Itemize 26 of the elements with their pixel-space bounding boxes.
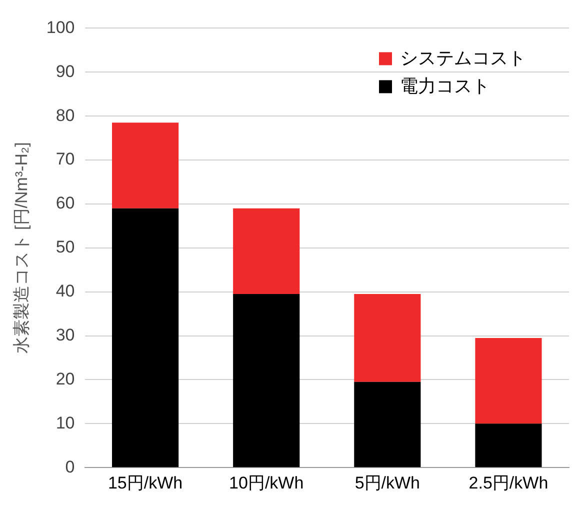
- legend-label: システムコスト: [400, 48, 526, 68]
- bar: [354, 294, 421, 382]
- bar: [233, 208, 300, 294]
- bar: [233, 294, 300, 468]
- x-tick-label: 2.5円/kWh: [468, 473, 548, 492]
- y-tick-label: 60: [56, 194, 75, 213]
- y-tick-label: 70: [56, 150, 75, 169]
- y-tick-label: 50: [56, 238, 75, 257]
- y-tick-label: 0: [65, 457, 75, 476]
- bar: [112, 122, 179, 208]
- y-tick-label: 20: [56, 369, 75, 388]
- bar: [354, 382, 421, 468]
- y-axis-title: 水素製造コスト [円/Nm³-H₂]: [12, 142, 31, 354]
- y-tick-label: 80: [56, 106, 75, 125]
- legend-label: 電力コスト: [400, 76, 490, 96]
- bar: [475, 424, 542, 468]
- bar: [112, 208, 179, 468]
- bar: [475, 338, 542, 424]
- x-tick-label: 15円/kWh: [108, 473, 183, 492]
- y-tick-label: 100: [46, 18, 75, 37]
- y-tick-label: 40: [56, 282, 75, 301]
- y-tick-label: 90: [56, 62, 75, 81]
- x-tick-label: 10円/kWh: [229, 473, 304, 492]
- x-tick-label: 5円/kWh: [354, 473, 420, 492]
- y-tick-label: 30: [56, 325, 75, 344]
- y-tick-label: 10: [56, 413, 75, 432]
